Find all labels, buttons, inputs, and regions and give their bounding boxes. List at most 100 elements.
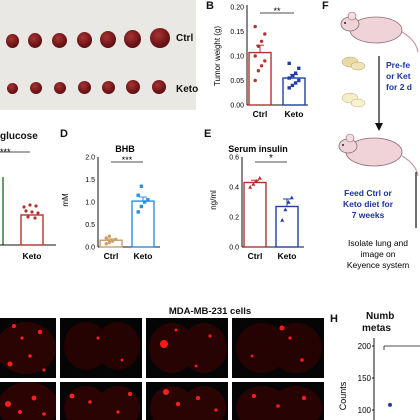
chart-e-insulin-pt-0-3 bbox=[257, 176, 262, 180]
chart-e-insulin-bar-1 bbox=[275, 205, 299, 248]
chart-b-tumor-weight-pt-0-0 bbox=[253, 78, 257, 83]
chart-h-ylabel: Counts bbox=[338, 381, 348, 410]
chart-b-tumor-weight-pt-1-2 bbox=[293, 81, 298, 85]
panel-letter-f: F bbox=[322, 0, 329, 12]
tumor-ctrl-3 bbox=[52, 33, 67, 48]
chart-b-tick-2: 0.10 bbox=[230, 54, 244, 61]
chart-d-bhb-pt-0-2 bbox=[110, 239, 115, 243]
chart-c-keto-bar bbox=[20, 214, 44, 246]
chart-e-title: Serum insulin bbox=[228, 144, 288, 154]
chart-e-insulin: Serum insulin ng/ml 0.00.20.40.6 * Ctrl … bbox=[209, 144, 304, 261]
chart-e-ylabel: ng/ml bbox=[209, 190, 218, 210]
tumor-keto-2 bbox=[30, 82, 42, 94]
mouse-icon-top bbox=[340, 11, 419, 53]
prefed-line-1: Pre-fe bbox=[386, 60, 410, 70]
chart-h-tick-2: 100 bbox=[358, 406, 372, 415]
chart-e-xlabel-keto: Keto bbox=[278, 251, 297, 261]
chart-b-tumor-weight-pt-0-6 bbox=[259, 39, 264, 43]
chart-b-sig: ** bbox=[273, 6, 281, 16]
chart-b-tumor-weight-pt-1-7 bbox=[297, 66, 301, 70]
chart-d-bars bbox=[99, 184, 155, 248]
micrograph-4 bbox=[232, 318, 324, 378]
tumor-ctrl-5 bbox=[100, 31, 116, 48]
chart-h-title-2: metas bbox=[362, 323, 391, 334]
chart-b-tumor-weight-pt-1-1 bbox=[290, 83, 295, 88]
chart-e-insulin-tick-3: 0.6 bbox=[229, 155, 239, 162]
chart-e-insulin-tick-1: 0.2 bbox=[229, 215, 239, 222]
micrograph-title: MDA-MB-231 cells bbox=[168, 306, 252, 317]
chart-d-bhb-pt-0-4 bbox=[104, 236, 108, 240]
chart-b-tumor-weight-pt-1-8 bbox=[287, 61, 291, 66]
chart-d-xlabel-keto: Keto bbox=[134, 251, 153, 261]
micrograph-8 bbox=[232, 382, 324, 420]
chart-b-tumor-weight-pt-0-5 bbox=[256, 44, 261, 48]
chart-d-title: BHB bbox=[115, 144, 135, 154]
chart-d-bhb-pt-0-0 bbox=[104, 242, 108, 246]
panel-letter-b: B bbox=[206, 0, 214, 12]
panel-letter-d: D bbox=[60, 128, 68, 140]
chart-b-tick-0: 0.00 bbox=[230, 103, 244, 110]
chart-b-tumor-weight-pt-0-8 bbox=[253, 24, 257, 29]
chart-e-insulin-pt-1-2 bbox=[286, 200, 291, 204]
tumor-keto-1 bbox=[7, 83, 18, 94]
chart-b-tumor-weight-pt-0-7 bbox=[263, 32, 267, 36]
panel-letter-h: H bbox=[330, 313, 338, 325]
chart-d-bhb-tick-3: 1.5 bbox=[85, 177, 95, 184]
tumor-keto-5 bbox=[102, 81, 115, 94]
chart-d-ylabel: mM bbox=[61, 193, 70, 207]
feed-line-1: Feed Ctrl or bbox=[344, 188, 392, 198]
chart-b-xlabel-ctrl: Ctrl bbox=[253, 109, 268, 119]
label-ctrl: Ctrl bbox=[176, 33, 194, 44]
panel-letter-e: E bbox=[204, 128, 212, 140]
chart-e-sig: * bbox=[269, 153, 273, 164]
micrograph-2 bbox=[60, 318, 142, 378]
chart-h-points bbox=[388, 402, 392, 407]
chart-c-glucose: *** Keto bbox=[0, 147, 56, 261]
chart-b-tick-3: 0.15 bbox=[230, 29, 244, 36]
tumor-ctrl-1 bbox=[6, 34, 19, 48]
micrograph-7 bbox=[146, 382, 228, 420]
chart-h-metastasis: Counts 200 150 100 bbox=[338, 338, 420, 420]
chart-b-tumor-weight: Tumor weight (g) 0.00 0.05 0.10 0.15 0.2… bbox=[213, 5, 308, 119]
chart-b-tumor-weight-pt-0-1 bbox=[256, 69, 261, 73]
chart-b-tumor-weight-bar-0 bbox=[248, 51, 272, 106]
chart-e-insulin-bar-0 bbox=[243, 181, 267, 248]
chart-d-bhb-pt-0-1 bbox=[107, 240, 112, 245]
tumor-ctrl-6 bbox=[124, 30, 141, 48]
chart-b-tick-4: 0.20 bbox=[230, 5, 244, 12]
tumor-keto-7 bbox=[152, 80, 166, 94]
chart-d-ticks: 0.0 0.5 1.0 1.5 2.0 bbox=[85, 155, 95, 252]
chart-d-bhb-pt-1-3 bbox=[146, 198, 150, 202]
chart-e-insulin-tick-0: 0.0 bbox=[229, 245, 239, 252]
chart-h-tick-0: 200 bbox=[358, 342, 372, 351]
food-pellets-icon bbox=[341, 56, 366, 108]
chart-b-ylabel: Tumor weight (g) bbox=[213, 26, 222, 87]
tumor-keto-4 bbox=[78, 81, 91, 94]
micrograph-3 bbox=[146, 318, 228, 378]
schematic-f: Pre-fe or Ket for 2 d Feed Ctrl or Keto … bbox=[338, 11, 419, 270]
lung-outline-1 bbox=[0, 322, 56, 374]
arrow-head-1 bbox=[375, 123, 383, 131]
tumor-photo bbox=[0, 0, 196, 110]
chart-d-xlabel-ctrl: Ctrl bbox=[104, 251, 119, 261]
chart-b-tumor-weight-pt-1-5 bbox=[290, 73, 295, 78]
chart-e-insulin-tick-2: 0.4 bbox=[229, 185, 239, 192]
chart-b-xlabel-keto: Keto bbox=[285, 109, 304, 119]
isolate-line-3: Keyence system bbox=[347, 260, 409, 270]
chart-h-ticks: 200 150 100 bbox=[358, 342, 374, 415]
micrograph-1 bbox=[0, 318, 56, 378]
chart-d-bhb-pt-1-1 bbox=[139, 204, 144, 209]
feed-line-2: Keto diet for bbox=[343, 199, 394, 209]
chart-b-bars bbox=[248, 24, 306, 106]
chart-d-bhb-tick-1: 0.5 bbox=[85, 222, 95, 229]
chart-c-points bbox=[22, 203, 40, 220]
chart-d-bhb-tick-0: 0.0 bbox=[85, 245, 95, 252]
chart-b-tumor-weight-pt-1-3 bbox=[297, 78, 301, 83]
feed-line-3: 7 weeks bbox=[352, 210, 385, 220]
isolate-line-1: Isolate lung and bbox=[348, 238, 408, 248]
chart-b-tumor-weight-pt-0-4 bbox=[253, 54, 257, 58]
prefed-line-3: for 2 d bbox=[386, 82, 412, 92]
tumor-keto-3 bbox=[54, 82, 66, 94]
chart-e-ticks: 0.0 0.2 0.4 0.6 bbox=[229, 155, 239, 252]
chart-d-sig: *** bbox=[122, 155, 133, 165]
